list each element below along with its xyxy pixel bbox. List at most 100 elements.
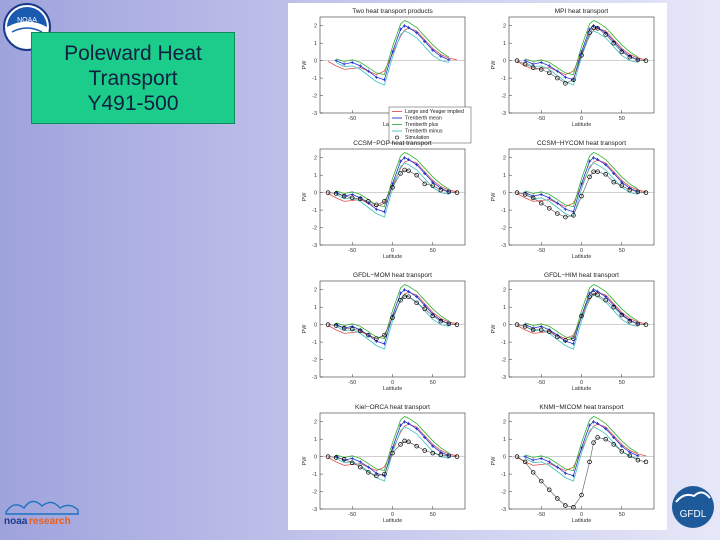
simulation-point [402,167,407,173]
simulation-point [538,327,544,333]
simulation-point [587,459,592,465]
simulation-point [406,168,411,174]
series-marker [423,171,427,176]
simulation-point [422,306,427,312]
panel-title: Kiel−ORCA heat transport [355,404,430,411]
x-tick-label: -50 [537,248,545,254]
y-tick-label: -2 [501,94,506,100]
simulation-point [563,338,568,343]
series-marker [342,62,346,66]
series-marker [407,421,411,426]
y-tick-label: -1 [501,76,506,82]
series-marker [402,156,407,160]
simulation-point [619,312,625,318]
noaa-research-word-research: research [29,516,71,527]
y-tick-label: -3 [312,111,317,117]
panel-title: KNMI−MICOM heat transport [539,404,624,411]
slide-title-line-3: Y491-500 [87,91,179,115]
simulation-point [438,187,444,193]
simulation-point [422,181,427,187]
series-line [335,30,449,86]
simulation-point [635,189,641,195]
x-tick-label: 0 [391,380,394,386]
y-tick-label: 0 [314,323,317,329]
simulation-point [579,53,584,58]
x-tick-label: -50 [537,380,545,386]
series-marker [579,182,584,186]
y-tick-label: -3 [501,111,506,117]
y-tick-label: -1 [312,208,317,214]
series-marker [579,446,584,450]
simulation-point [430,450,436,456]
simulation-point [374,473,379,479]
simulation-point [591,25,596,30]
simulation-point [514,454,520,459]
series-marker [628,450,632,454]
series-marker [563,207,567,211]
series-marker [415,31,419,35]
x-tick-label: 0 [580,116,583,122]
series-marker [563,75,567,79]
y-tick-label: -2 [501,358,506,364]
simulation-point [571,77,576,83]
series-line [524,421,639,477]
simulation-line [516,27,646,84]
series-marker [407,25,411,30]
x-axis-label: Latitude [572,518,592,524]
series-marker [390,446,395,450]
y-tick-label: 2 [314,420,317,426]
simulation-point [611,304,616,310]
simulation-point [446,453,452,459]
series-line [524,20,639,76]
simulation-point [341,193,347,199]
simulation-point [358,196,363,201]
simulation-point [382,332,387,338]
series-line [335,416,450,472]
noaa-logo-icon: NOAA [3,3,51,51]
gfdl-logo-text: GFDL [680,509,707,520]
series-marker [531,62,535,66]
y-tick-label: -3 [501,507,506,513]
simulation-point [390,185,395,190]
y-tick-label: 0 [503,191,506,197]
legend-entry: Large and Yeager implied [405,109,464,115]
series-marker [366,69,370,73]
y-tick-label: 1 [314,41,317,47]
heat-transport-panel-4: CCSM−HYCOM heat transport 2 1 0 -1 -2 -3 -50 0 50… [491,140,655,260]
simulation-point [414,443,419,449]
series-line [335,289,450,345]
y-axis-label: PW [302,192,308,202]
series-marker [398,291,403,295]
series-marker [398,27,403,31]
x-tick-label: 50 [430,248,436,254]
series-line [524,294,638,350]
simulation-line [328,440,457,477]
series-marker [431,180,435,184]
y-tick-label: -3 [501,243,506,249]
simulation-point [595,169,600,174]
panel-title: CCSM−HYCOM heat transport [537,140,626,147]
simulation-point [530,195,536,201]
legend-entry: Trenberth minus [405,129,443,135]
simulation-point [611,179,616,185]
y-tick-label: 1 [503,437,506,443]
series-marker [358,460,362,464]
y-axis-label: PW [491,192,497,202]
simulation-point [454,322,460,327]
y-tick-label: 2 [503,156,506,162]
y-axis-label: PW [302,456,308,466]
y-tick-label: 0 [503,59,506,65]
x-axis-label: Latitude [572,122,592,128]
series-line [524,416,639,472]
simulation-point [446,321,452,327]
y-tick-label: 2 [503,24,506,30]
y-tick-label: 2 [314,24,317,30]
y-tick-label: -1 [501,208,506,214]
simulation-point [603,436,608,442]
simulation-point [402,438,407,444]
simulation-point [366,332,371,338]
y-tick-label: -3 [312,243,317,249]
simulation-point [398,171,403,176]
simulation-point [406,294,411,299]
series-marker [407,157,411,162]
